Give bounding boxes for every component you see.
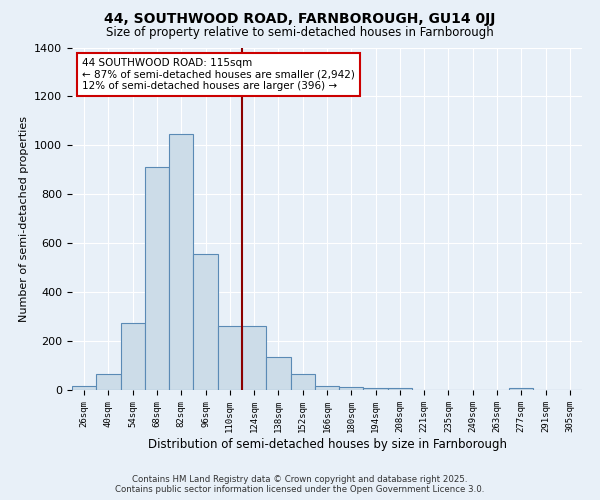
Bar — [96, 374, 121, 390]
Bar — [266, 357, 290, 390]
Y-axis label: Number of semi-detached properties: Number of semi-detached properties — [19, 116, 29, 322]
Bar — [193, 254, 218, 390]
Bar — [145, 168, 169, 390]
Bar — [339, 387, 364, 390]
Text: Size of property relative to semi-detached houses in Farnborough: Size of property relative to semi-detach… — [106, 26, 494, 39]
Bar — [242, 326, 266, 390]
Bar — [169, 134, 193, 390]
Text: 44, SOUTHWOOD ROAD, FARNBOROUGH, GU14 0JJ: 44, SOUTHWOOD ROAD, FARNBOROUGH, GU14 0J… — [104, 12, 496, 26]
Text: 44 SOUTHWOOD ROAD: 115sqm
← 87% of semi-detached houses are smaller (2,942)
12% : 44 SOUTHWOOD ROAD: 115sqm ← 87% of semi-… — [82, 58, 355, 91]
Bar — [290, 374, 315, 390]
X-axis label: Distribution of semi-detached houses by size in Farnborough: Distribution of semi-detached houses by … — [148, 438, 506, 450]
Bar — [121, 322, 145, 390]
Text: Contains HM Land Registry data © Crown copyright and database right 2025.
Contai: Contains HM Land Registry data © Crown c… — [115, 474, 485, 494]
Bar — [72, 386, 96, 390]
Bar — [218, 326, 242, 390]
Bar — [315, 386, 339, 390]
Bar — [388, 388, 412, 390]
Bar — [364, 388, 388, 390]
Bar — [509, 388, 533, 390]
